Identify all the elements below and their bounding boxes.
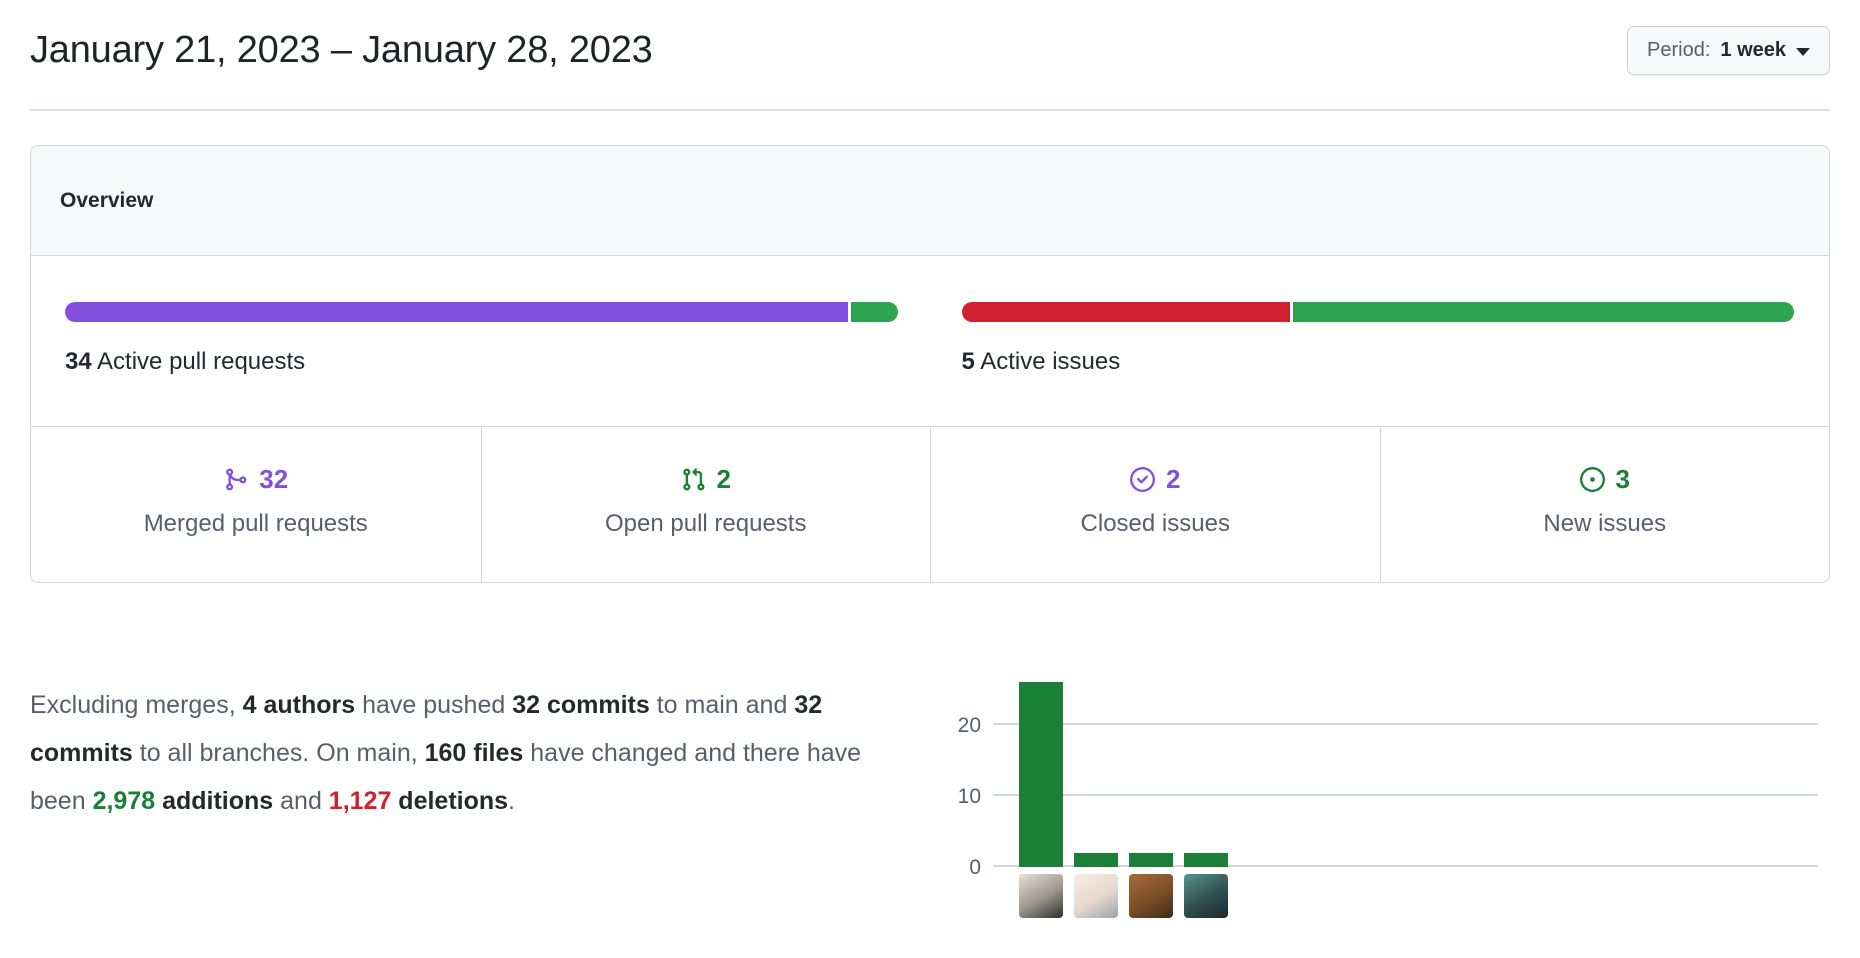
git-merge-icon: [226, 468, 247, 491]
issue-opened-icon: [1579, 467, 1605, 492]
stat-label: Closed issues: [1080, 510, 1230, 537]
issue-closed-icon: [1130, 467, 1156, 492]
stat-value: 2: [1166, 464, 1181, 494]
stat-open-pull-requests[interactable]: 2 Open pull requests: [480, 427, 931, 582]
active-issues-text: Active issues: [980, 348, 1121, 375]
active-pull-requests-label: 34 Active pull requests: [65, 348, 898, 376]
summary-text-segment: additions: [155, 787, 274, 815]
overview-card-header: Overview: [31, 146, 1829, 256]
stat-value: 3: [1615, 464, 1630, 494]
active-pull-requests-column: 34 Active pull requests: [65, 302, 898, 376]
page-header: January 21, 2023 – January 28, 2023 Peri…: [30, 0, 1830, 75]
commit-summary: Excluding merges, 4 authors have pushed …: [30, 681, 890, 825]
pull-requests-progress-bar: [65, 302, 898, 322]
git-pull-request-icon: [682, 467, 704, 491]
summary-text-segment: 32 commits: [512, 691, 650, 719]
commits-per-author-chart: 0 10 20: [945, 667, 1830, 918]
overview-title: Overview: [60, 188, 154, 212]
new-issues-segment: [1293, 302, 1794, 322]
summary-text-segment: 160 files: [424, 739, 524, 767]
author-avatar[interactable]: [1129, 874, 1173, 918]
chart-plot: 0 10 20: [958, 667, 1830, 879]
commit-count-bar: [1129, 852, 1173, 867]
y-axis-tick-label: 0: [969, 856, 981, 879]
author-avatar[interactable]: [1184, 874, 1228, 918]
stat-value: 2: [716, 464, 731, 494]
summary-text-segment: and: [273, 787, 329, 815]
gridline: [993, 793, 1818, 796]
stat-new-issues[interactable]: 3 New issues: [1379, 427, 1830, 582]
author-avatar[interactable]: [1019, 874, 1063, 918]
stat-label: New issues: [1543, 510, 1667, 537]
period-value: 1 week: [1720, 39, 1786, 61]
stat-closed-issues[interactable]: 2 Closed issues: [930, 427, 1380, 582]
gridline: [993, 722, 1818, 725]
summary-text-segment: 32 commits: [30, 691, 823, 767]
stat-value: 32: [259, 464, 289, 494]
commit-count-bar: [1184, 852, 1228, 867]
summary-text-segment: have pushed: [355, 691, 513, 719]
commit-count-bar: [1019, 682, 1063, 867]
active-pull-requests-count: 34: [65, 348, 92, 375]
summary-text-segment: have changed and there have been: [30, 739, 862, 815]
author-avatar[interactable]: [1074, 874, 1118, 918]
summary-text-segment: deletions: [391, 787, 509, 815]
bottom-section: Excluding merges, 4 authors have pushed …: [30, 667, 1830, 918]
summary-text-segment: 1,127: [328, 787, 392, 815]
summary-text-segment: 2,978: [92, 787, 156, 815]
overview-proportion-bars: 34 Active pull requests 5 Active issues: [31, 256, 1829, 427]
period-dropdown-button[interactable]: Period: 1 week: [1627, 26, 1830, 75]
stat-merged-pull-requests[interactable]: 32 Merged pull requests: [31, 427, 481, 582]
merged-pull-requests-segment: [65, 302, 849, 322]
y-axis-tick-label: 20: [957, 713, 981, 737]
active-issues-column: 5 Active issues: [961, 302, 1795, 376]
overview-card: Overview 34 Active pull requests: [30, 145, 1830, 583]
closed-issues-segment: [961, 302, 1291, 322]
y-axis-tick-label: 10: [957, 784, 981, 808]
summary-text-segment: .: [508, 787, 515, 815]
chart-author-avatars: [1019, 874, 1830, 918]
summary-text-segment: to main and: [649, 691, 795, 719]
summary-text-segment: Excluding merges,: [30, 691, 243, 719]
overview-stats-row: 32 Merged pull requests 2 Open pull requ…: [31, 427, 1829, 582]
stat-label: Merged pull requests: [143, 510, 368, 537]
gridline: [993, 865, 1818, 867]
active-issues-count: 5: [961, 348, 975, 375]
active-pull-requests-text: Active pull requests: [97, 348, 306, 375]
commit-count-bar: [1074, 852, 1118, 867]
summary-text-segment: 4 authors: [242, 691, 356, 719]
chart-bars: [993, 667, 1830, 867]
stat-label: Open pull requests: [605, 510, 807, 537]
issues-progress-bar: [961, 302, 1794, 322]
page-title: January 21, 2023 – January 28, 2023: [30, 29, 653, 71]
pulse-page: January 21, 2023 – January 28, 2023 Peri…: [30, 0, 1830, 918]
chevron-down-icon: [1796, 47, 1810, 56]
active-issues-label: 5 Active issues: [962, 348, 1795, 376]
open-pull-requests-segment: [851, 302, 898, 322]
title-divider: [30, 109, 1830, 111]
summary-text-segment: to all branches. On main,: [132, 739, 425, 767]
period-label: Period:: [1647, 39, 1711, 61]
